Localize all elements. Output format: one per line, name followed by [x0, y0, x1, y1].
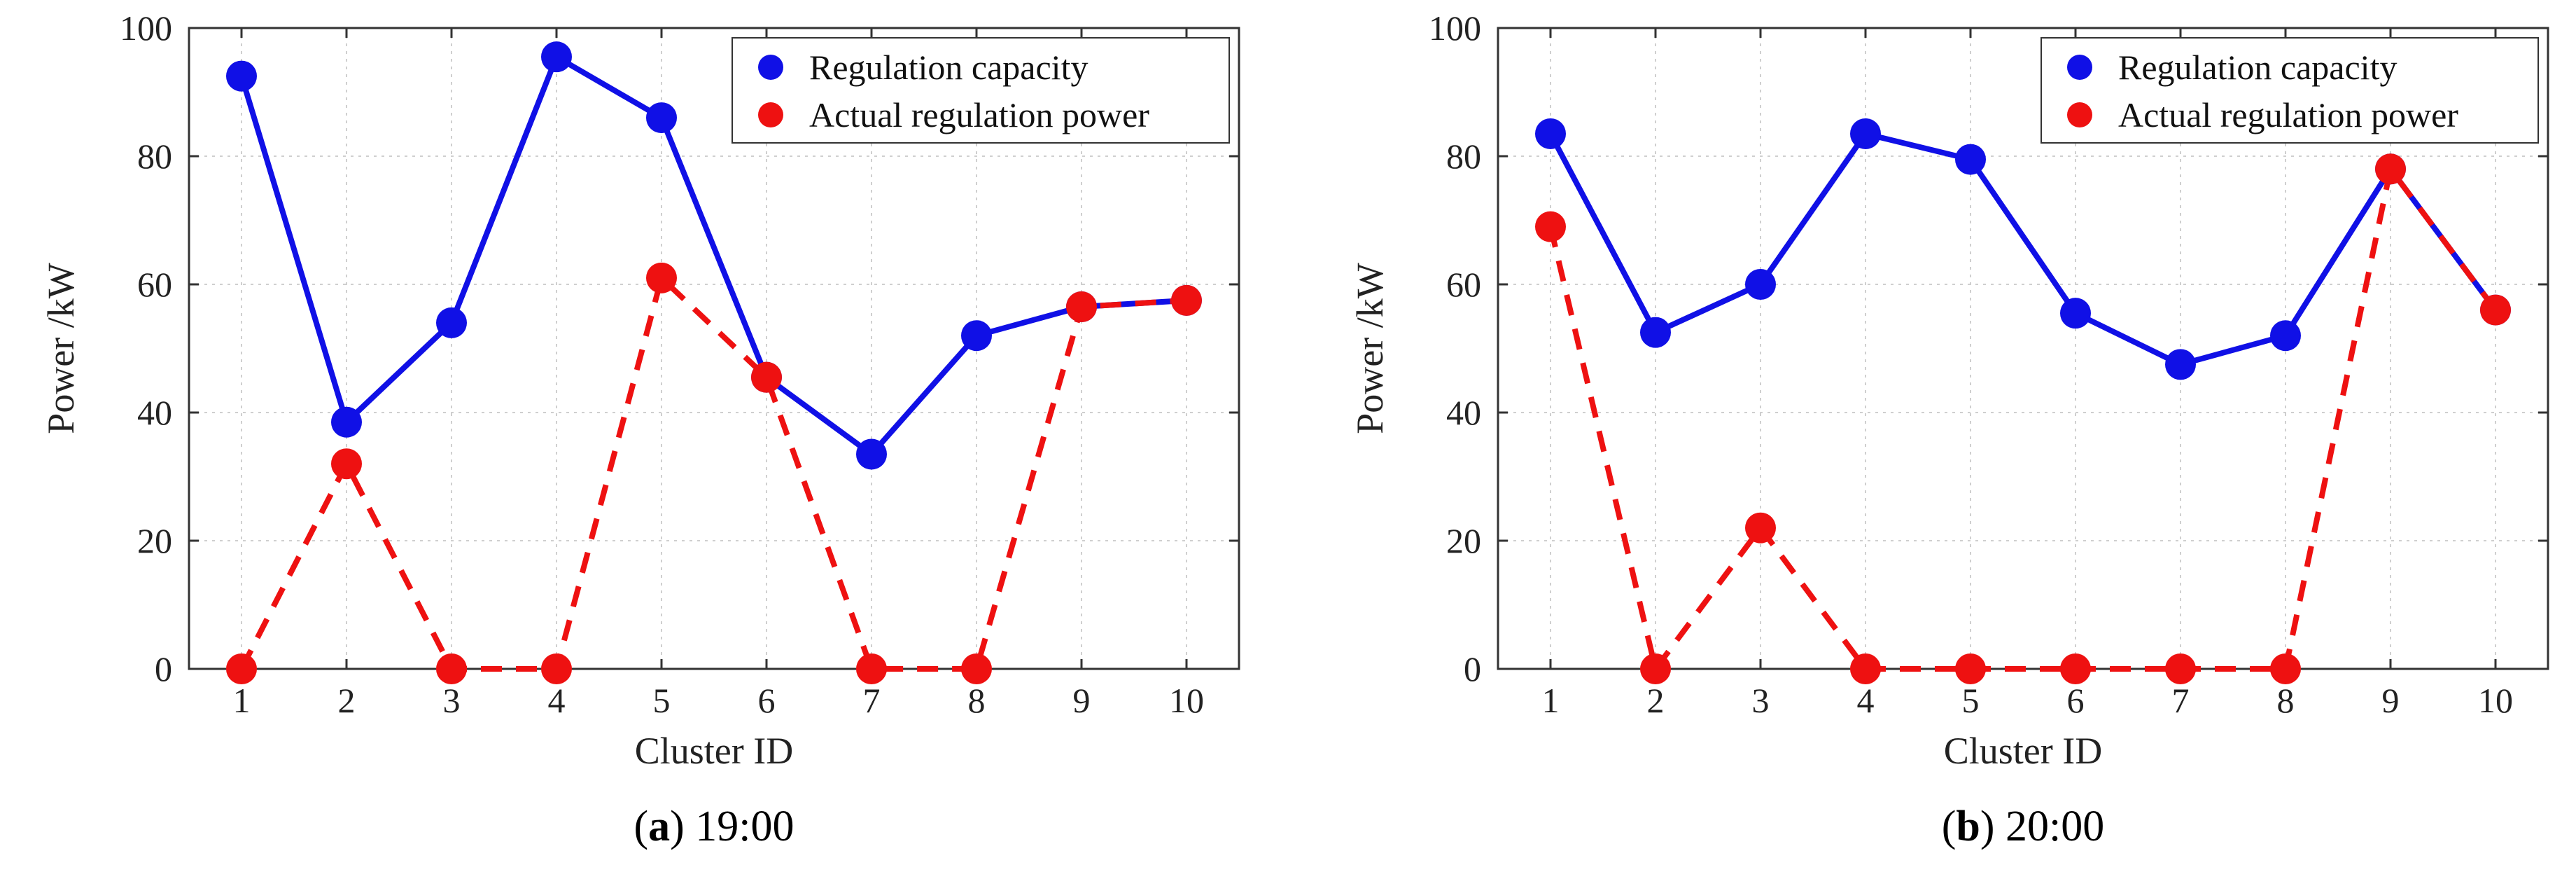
- x-tick-label: 5: [1962, 681, 1980, 720]
- data-point-actual: [1066, 291, 1097, 323]
- y-tick-label: 60: [137, 265, 172, 304]
- data-point-capacity: [1955, 144, 1986, 175]
- panel-caption: (b) 20:00: [1942, 803, 2105, 850]
- y-tick-label: 80: [1446, 137, 1481, 176]
- caption-paren-open: (: [1942, 803, 1956, 850]
- x-tick-label: 7: [863, 681, 881, 720]
- series-line-actual: [1548, 166, 2498, 672]
- panel-caption: (a) 19:00: [634, 803, 794, 850]
- x-tick-label: 6: [2067, 681, 2085, 720]
- data-point-capacity: [226, 60, 257, 92]
- x-tick-label: 4: [548, 681, 566, 720]
- y-tick-label: 0: [155, 649, 172, 688]
- data-point-capacity: [2165, 349, 2196, 380]
- y-axis-label: Power /kW: [40, 263, 82, 434]
- legend-marker: [2067, 102, 2092, 127]
- data-point-actual: [226, 653, 257, 684]
- x-tick-label: 9: [1073, 681, 1091, 720]
- data-point-actual: [331, 448, 362, 480]
- panel-time: 19:00: [695, 803, 794, 850]
- data-point-actual: [2165, 653, 2196, 684]
- caption-paren-open: (: [634, 803, 648, 850]
- data-point-actual: [856, 653, 887, 684]
- legend-marker: [2067, 55, 2092, 80]
- data-point-actual: [961, 653, 992, 684]
- x-tick-label: 1: [1542, 681, 1560, 720]
- x-tick-label: 3: [1752, 681, 1770, 720]
- legend-marker: [758, 55, 783, 80]
- x-tick-label: 8: [968, 681, 986, 720]
- legend-label: Regulation capacity: [809, 48, 1088, 87]
- x-tick-label: 2: [338, 681, 356, 720]
- data-point-actual: [2060, 653, 2091, 684]
- data-point-actual: [541, 653, 572, 684]
- data-point-actual: [751, 361, 782, 393]
- series-line-capacity: [239, 54, 1187, 457]
- y-tick-label: 0: [1464, 649, 1481, 688]
- y-tick-label: 40: [137, 393, 172, 432]
- legend-box: [732, 37, 1230, 144]
- data-point-actual: [646, 262, 677, 293]
- plot-frame: [188, 27, 1240, 670]
- data-point-capacity: [541, 41, 572, 73]
- x-axis-label: Cluster ID: [635, 730, 793, 772]
- data-point-actual: [1640, 653, 1671, 684]
- data-point-actual: [2270, 653, 2301, 684]
- x-tick-label: 4: [1857, 681, 1875, 720]
- data-point-capacity: [1745, 269, 1776, 300]
- series-line-capacity: [1548, 130, 2498, 368]
- x-tick-label: 10: [1169, 681, 1204, 720]
- legend-box: [2040, 37, 2539, 144]
- y-tick-label: 60: [1446, 265, 1481, 304]
- y-tick-label: 20: [1446, 521, 1481, 560]
- x-tick-label: 3: [443, 681, 461, 720]
- legend-label: Actual regulation power: [2118, 95, 2458, 134]
- data-point-actual: [1535, 211, 1566, 242]
- series-line-actual: [239, 275, 1187, 672]
- y-axis-label: Power /kW: [1349, 263, 1391, 434]
- y-tick-label: 100: [120, 8, 172, 48]
- y-tick-label: 20: [137, 521, 172, 560]
- x-tick-label: 5: [653, 681, 671, 720]
- legend-marker: [758, 102, 783, 127]
- y-tick-label: 100: [1429, 8, 1481, 48]
- data-point-capacity: [2060, 298, 2091, 329]
- data-point-capacity: [331, 406, 362, 438]
- data-point-capacity: [1850, 118, 1881, 149]
- x-tick-label: 7: [2172, 681, 2190, 720]
- x-tick-label: 2: [1647, 681, 1665, 720]
- data-point-capacity: [1640, 317, 1671, 348]
- data-point-capacity: [961, 320, 992, 352]
- caption-paren-close: ): [1980, 803, 2005, 850]
- panel-letter: b: [1956, 803, 1980, 850]
- x-tick-label: 8: [2277, 681, 2295, 720]
- x-axis-label: Cluster ID: [1944, 730, 2102, 772]
- data-point-actual: [1850, 653, 1881, 684]
- data-point-capacity: [856, 438, 887, 470]
- panel-letter: a: [648, 803, 670, 850]
- x-tick-label: 9: [2382, 681, 2400, 720]
- data-point-capacity: [646, 102, 677, 134]
- data-point-actual: [1955, 653, 1986, 684]
- data-point-actual: [2375, 153, 2406, 185]
- data-point-capacity: [1535, 118, 1566, 149]
- data-point-actual: [436, 653, 467, 684]
- x-tick-label: 6: [758, 681, 776, 720]
- y-tick-label: 80: [137, 137, 172, 176]
- legend-label: Regulation capacity: [2118, 48, 2397, 87]
- data-point-capacity: [436, 307, 467, 338]
- caption-paren-close: ): [670, 803, 695, 850]
- panel-time: 20:00: [2005, 803, 2104, 850]
- data-point-actual: [1171, 284, 1202, 316]
- x-tick-label: 10: [2478, 681, 2513, 720]
- x-tick-label: 1: [233, 681, 251, 720]
- y-tick-label: 40: [1446, 393, 1481, 432]
- legend-label: Actual regulation power: [809, 95, 1149, 134]
- data-point-actual: [1745, 512, 1776, 544]
- data-point-capacity: [2270, 320, 2301, 352]
- data-point-actual: [2480, 294, 2511, 326]
